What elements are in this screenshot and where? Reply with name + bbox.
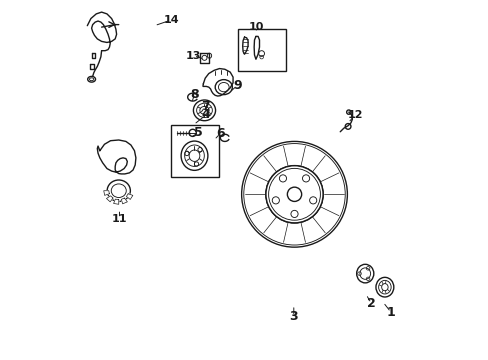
Polygon shape — [121, 198, 127, 204]
Polygon shape — [254, 36, 259, 59]
Polygon shape — [203, 68, 233, 96]
Text: 9: 9 — [233, 79, 241, 92]
Text: 1: 1 — [386, 306, 394, 319]
Text: 4: 4 — [201, 108, 210, 121]
Polygon shape — [97, 140, 136, 174]
Polygon shape — [106, 196, 113, 202]
Text: 5: 5 — [193, 126, 202, 139]
Bar — [238, 29, 285, 71]
Polygon shape — [113, 199, 119, 204]
Text: 6: 6 — [216, 127, 224, 140]
Bar — [170, 125, 218, 177]
Text: 7: 7 — [201, 100, 209, 113]
Text: 2: 2 — [366, 297, 375, 310]
Polygon shape — [242, 37, 247, 54]
Text: 11: 11 — [111, 213, 127, 224]
Polygon shape — [126, 194, 133, 199]
Text: 8: 8 — [190, 88, 199, 101]
Text: 13: 13 — [186, 51, 201, 61]
Text: 3: 3 — [289, 310, 298, 323]
Polygon shape — [103, 191, 109, 195]
Text: 10: 10 — [248, 22, 264, 32]
Text: 14: 14 — [163, 15, 179, 25]
Text: 12: 12 — [347, 110, 362, 120]
